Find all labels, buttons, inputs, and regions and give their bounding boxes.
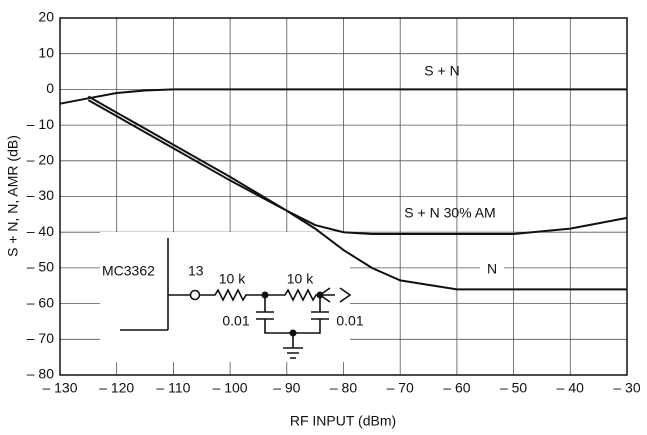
y-axis-label: S + N, N, AMR (dB) xyxy=(5,135,21,257)
c-label: 0.01 xyxy=(222,313,249,329)
x-tick-label: – 60 xyxy=(443,380,470,396)
x-axis-label: RF INPUT (dBm) xyxy=(290,413,396,429)
schematic: MC3362 13 10 k 10 k 0.01 0.01 xyxy=(100,232,364,362)
x-tick-label: – 70 xyxy=(387,380,414,396)
y-tick-label: 0 xyxy=(46,80,54,96)
y-tick-label: – 20 xyxy=(27,152,54,168)
series-label: S + N xyxy=(424,63,459,79)
x-tick-label: – 120 xyxy=(99,380,134,396)
series-label: N xyxy=(487,261,497,277)
y-tick-label: – 30 xyxy=(27,187,54,203)
x-tick-label: – 80 xyxy=(330,380,357,396)
y-tick-label: 10 xyxy=(38,44,54,60)
x-tick-label: – 50 xyxy=(500,380,527,396)
x-tick-label: – 30 xyxy=(613,380,640,396)
x-tick-label: – 90 xyxy=(273,380,300,396)
plot-frame xyxy=(59,17,628,376)
x-tick-label: – 130 xyxy=(42,380,77,396)
pin-label: 13 xyxy=(188,263,204,279)
ground xyxy=(283,333,303,359)
x-tick-label: – 40 xyxy=(557,380,584,396)
c-label: 0.01 xyxy=(336,313,363,329)
y-tick-label: – 10 xyxy=(27,116,54,132)
x-tick-label: – 110 xyxy=(156,380,190,396)
series-label: S + N 30% AM xyxy=(404,205,495,221)
r-label: 10 k xyxy=(287,271,314,287)
series-line xyxy=(59,88,627,105)
chip-label: MC3362 xyxy=(102,263,155,279)
series-line xyxy=(87,95,627,291)
y-tick-label: – 60 xyxy=(27,294,54,310)
y-tick-label: 20 xyxy=(38,9,54,25)
pin xyxy=(189,289,201,301)
r-label: 10 k xyxy=(219,271,246,287)
y-tick-label: – 40 xyxy=(27,223,54,239)
label-bg xyxy=(480,261,504,279)
x-tick-label: – 100 xyxy=(213,380,248,396)
series-line xyxy=(87,99,628,235)
y-tick-label: – 70 xyxy=(27,330,54,346)
y-tick-label: – 80 xyxy=(27,366,54,382)
y-tick-label: – 50 xyxy=(27,259,54,275)
